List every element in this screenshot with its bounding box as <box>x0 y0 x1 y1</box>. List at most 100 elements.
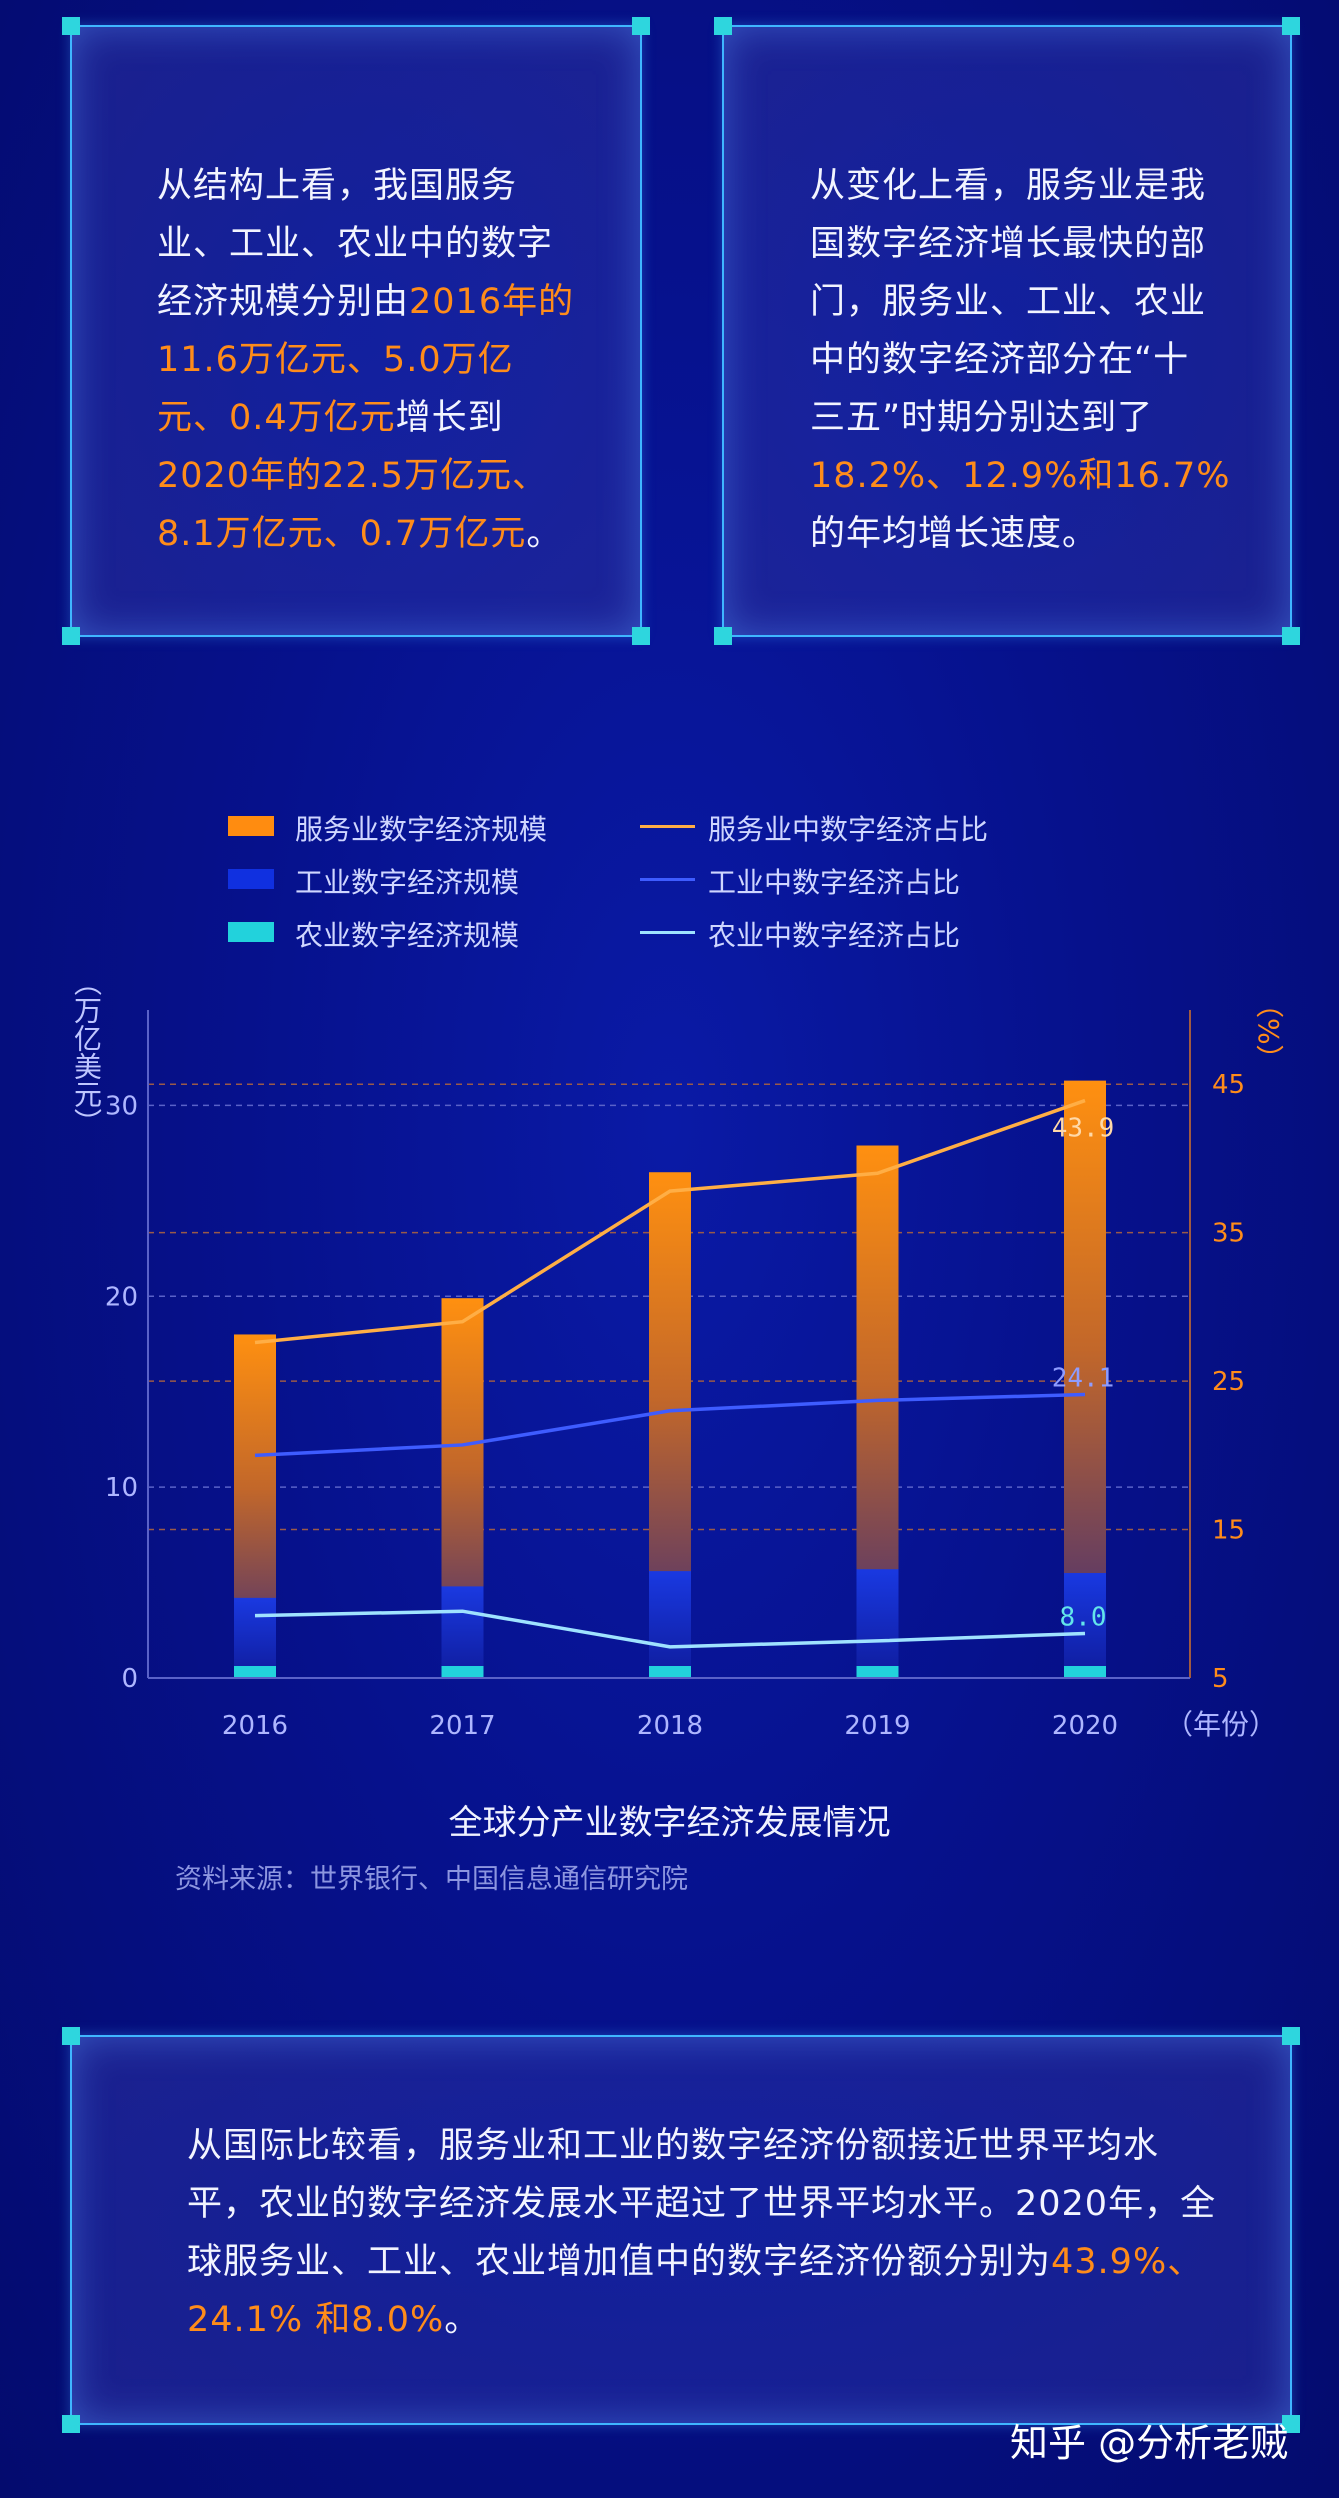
chart-source: 资料来源：世界银行、中国信息通信研究院 <box>175 1864 688 1895</box>
paragraph-line: 2020年的22.5万亿元、 <box>157 447 597 505</box>
bar-industry-2018 <box>649 1571 691 1678</box>
body-text: 业、工业、农业中的数字 <box>157 224 554 264</box>
paragraph-line: 18.2%、12.9%和16.7% <box>810 447 1250 505</box>
paragraph-line: 的年均增长速度。 <box>810 505 1250 563</box>
structure-paragraph: 从结构上看，我国服务 业、工业、农业中的数字 经济规模分别由2016年的 11.6万亿… <box>157 157 597 563</box>
digital-economy-chart: 43.9 24.1 8.0 0 10 20 30 5 15 25 35 45 2016 2017 2018 2… <box>105 1010 1277 1741</box>
y-tick-left: 20 <box>105 1282 138 1312</box>
data-label: 24.1 <box>1052 1363 1115 1393</box>
chart-title: 全球分产业数字经济发展情况 <box>448 1803 891 1843</box>
y-tick-right: 25 <box>1212 1367 1245 1397</box>
y-tick-right: 5 <box>1212 1664 1229 1694</box>
y-axis-right-unit: （%） <box>1252 990 1285 1073</box>
legend-label-agri-line: 农业中数字经济占比 <box>708 919 961 952</box>
body-text: 国数字经济增长最快的部 <box>810 224 1207 264</box>
bar-agri-2020 <box>1064 1666 1106 1678</box>
paragraph-line: 11.6万亿元、5.0万亿 <box>157 331 597 389</box>
body-text: 从国际比较看，服务业和工业的数字经济份额接近世界平均水 <box>187 2126 1160 2166</box>
legend-label-services-bar: 服务业数字经济规模 <box>295 813 548 846</box>
legend-label-agri-bar: 农业数字经济规模 <box>295 919 520 952</box>
y-tick-left: 30 <box>105 1091 138 1121</box>
bar-agri-2018 <box>649 1666 691 1678</box>
text-box-change: 从变化上看，服务业是我 国数字经济增长最快的部 门，服务业、工业、农业 中的数字经济部… <box>714 17 1300 645</box>
highlight-text: 24.1% 和8.0% <box>187 2300 445 2340</box>
body-text: 门，服务业、工业、农业 <box>810 282 1207 322</box>
highlight-text: 11.6万亿元、5.0万亿 <box>157 340 514 380</box>
highlight-text: 2016年的 <box>409 282 575 322</box>
paragraph-line: 元、0.4万亿元增长到 <box>157 389 597 447</box>
corner-marker <box>62 17 80 35</box>
change-paragraph: 从变化上看，服务业是我 国数字经济增长最快的部 门，服务业、工业、农业 中的数字经济部… <box>810 157 1250 563</box>
text-box-international: 从国际比较看，服务业和工业的数字经济份额接近世界平均水平，农业的数字经济发展水平… <box>62 2027 1300 2433</box>
bar-agri-2017 <box>441 1666 484 1678</box>
highlight-text: 43.9%、 <box>1051 2242 1204 2282</box>
bar-agri-2019 <box>856 1666 899 1678</box>
corner-marker <box>714 627 732 645</box>
legend-line-agri <box>640 931 695 934</box>
paragraph-line: 业、工业、农业中的数字 <box>157 215 597 273</box>
legend-line-services <box>640 825 695 828</box>
paragraph-line: 8.1万亿元、0.7万亿元。 <box>157 505 597 563</box>
body-text: 中的数字经济部分在“十 <box>810 340 1190 380</box>
corner-marker <box>632 17 650 35</box>
paragraph-line: 平，农业的数字经济发展水平超过了世界平均水平。2020年，全 <box>187 2175 1227 2233</box>
highlight-text: 元、0.4万亿元 <box>157 398 396 438</box>
paragraph-line: 三五”时期分别达到了 <box>810 389 1250 447</box>
paragraph-line: 球服务业、工业、农业增加值中的数字经济份额分别为43.9%、 <box>187 2233 1227 2291</box>
legend-line-industry <box>640 878 695 881</box>
body-text: 从变化上看，服务业是我 <box>810 166 1207 206</box>
x-tick: 2017 <box>429 1711 495 1741</box>
paragraph-line: 从国际比较看，服务业和工业的数字经济份额接近世界平均水 <box>187 2117 1227 2175</box>
y-tick-right: 45 <box>1212 1070 1245 1100</box>
x-tick: 2020 <box>1052 1711 1118 1741</box>
body-text: 三五”时期分别达到了 <box>810 398 1154 438</box>
corner-marker <box>1282 627 1300 645</box>
bar-agri-2016 <box>234 1666 276 1678</box>
highlight-text: 2020年的22.5万亿元、 <box>157 456 549 496</box>
paragraph-line: 24.1% 和8.0%。 <box>187 2291 1227 2349</box>
x-axis-unit: （年份） <box>1165 1708 1277 1741</box>
legend-swatch-agri-bar <box>228 922 274 942</box>
legend-label-services-line: 服务业中数字经济占比 <box>708 813 989 846</box>
x-tick: 2016 <box>222 1711 288 1741</box>
corner-marker <box>714 17 732 35</box>
body-text: 平，农业的数字经济发展水平超过了世界平均水平。2020年，全 <box>187 2184 1217 2224</box>
international-paragraph: 从国际比较看，服务业和工业的数字经济份额接近世界平均水平，农业的数字经济发展水平… <box>187 2117 1227 2349</box>
legend-swatch-services-bar <box>228 816 274 836</box>
legend-swatch-industry-bar <box>228 869 274 889</box>
body-text: 的年均增长速度。 <box>810 514 1099 554</box>
body-text: 球服务业、工业、农业增加值中的数字经济份额分别为 <box>187 2242 1052 2282</box>
y-tick-left: 0 <box>121 1664 138 1694</box>
text-box-structure: 从结构上看，我国服务 业、工业、农业中的数字 经济规模分别由2016年的 11.6万亿… <box>62 17 650 645</box>
body-text: 。 <box>444 2300 481 2340</box>
highlight-text: 18.2%、12.9%和16.7% <box>810 456 1231 496</box>
highlight-text: 8.1万亿元、0.7万亿元 <box>157 514 527 554</box>
corner-marker <box>632 627 650 645</box>
body-text: 从结构上看，我国服务 <box>157 166 518 206</box>
corner-marker <box>62 2415 80 2433</box>
body-text: 经济规模分别由 <box>157 282 410 322</box>
corner-marker <box>1282 2415 1300 2433</box>
paragraph-line: 经济规模分别由2016年的 <box>157 273 597 331</box>
bar-industry-2020 <box>1064 1573 1106 1678</box>
corner-marker <box>1282 17 1300 35</box>
body-text: 。 <box>526 514 563 554</box>
y-tick-right: 35 <box>1212 1219 1245 1249</box>
bar-industry-2016 <box>234 1597 276 1678</box>
paragraph-line: 门，服务业、工业、农业 <box>810 273 1250 331</box>
x-tick: 2019 <box>844 1711 910 1741</box>
bar-industry-2019 <box>856 1569 899 1678</box>
legend-label-industry-line: 工业中数字经济占比 <box>708 866 961 899</box>
corner-marker <box>62 627 80 645</box>
data-label: 8.0 <box>1060 1602 1107 1632</box>
body-text: 增长到 <box>395 398 504 438</box>
legend-label-industry-bar: 工业数字经济规模 <box>295 866 520 899</box>
y-tick-left: 10 <box>105 1473 138 1503</box>
paragraph-line: 国数字经济增长最快的部 <box>810 215 1250 273</box>
watermark: 知乎 @分析老贼 <box>1010 2421 1289 2465</box>
paragraph-line: 从结构上看，我国服务 <box>157 157 597 215</box>
x-tick: 2018 <box>637 1711 703 1741</box>
bar-industry-2017 <box>441 1586 484 1678</box>
corner-marker <box>62 2027 80 2045</box>
paragraph-line: 中的数字经济部分在“十 <box>810 331 1250 389</box>
